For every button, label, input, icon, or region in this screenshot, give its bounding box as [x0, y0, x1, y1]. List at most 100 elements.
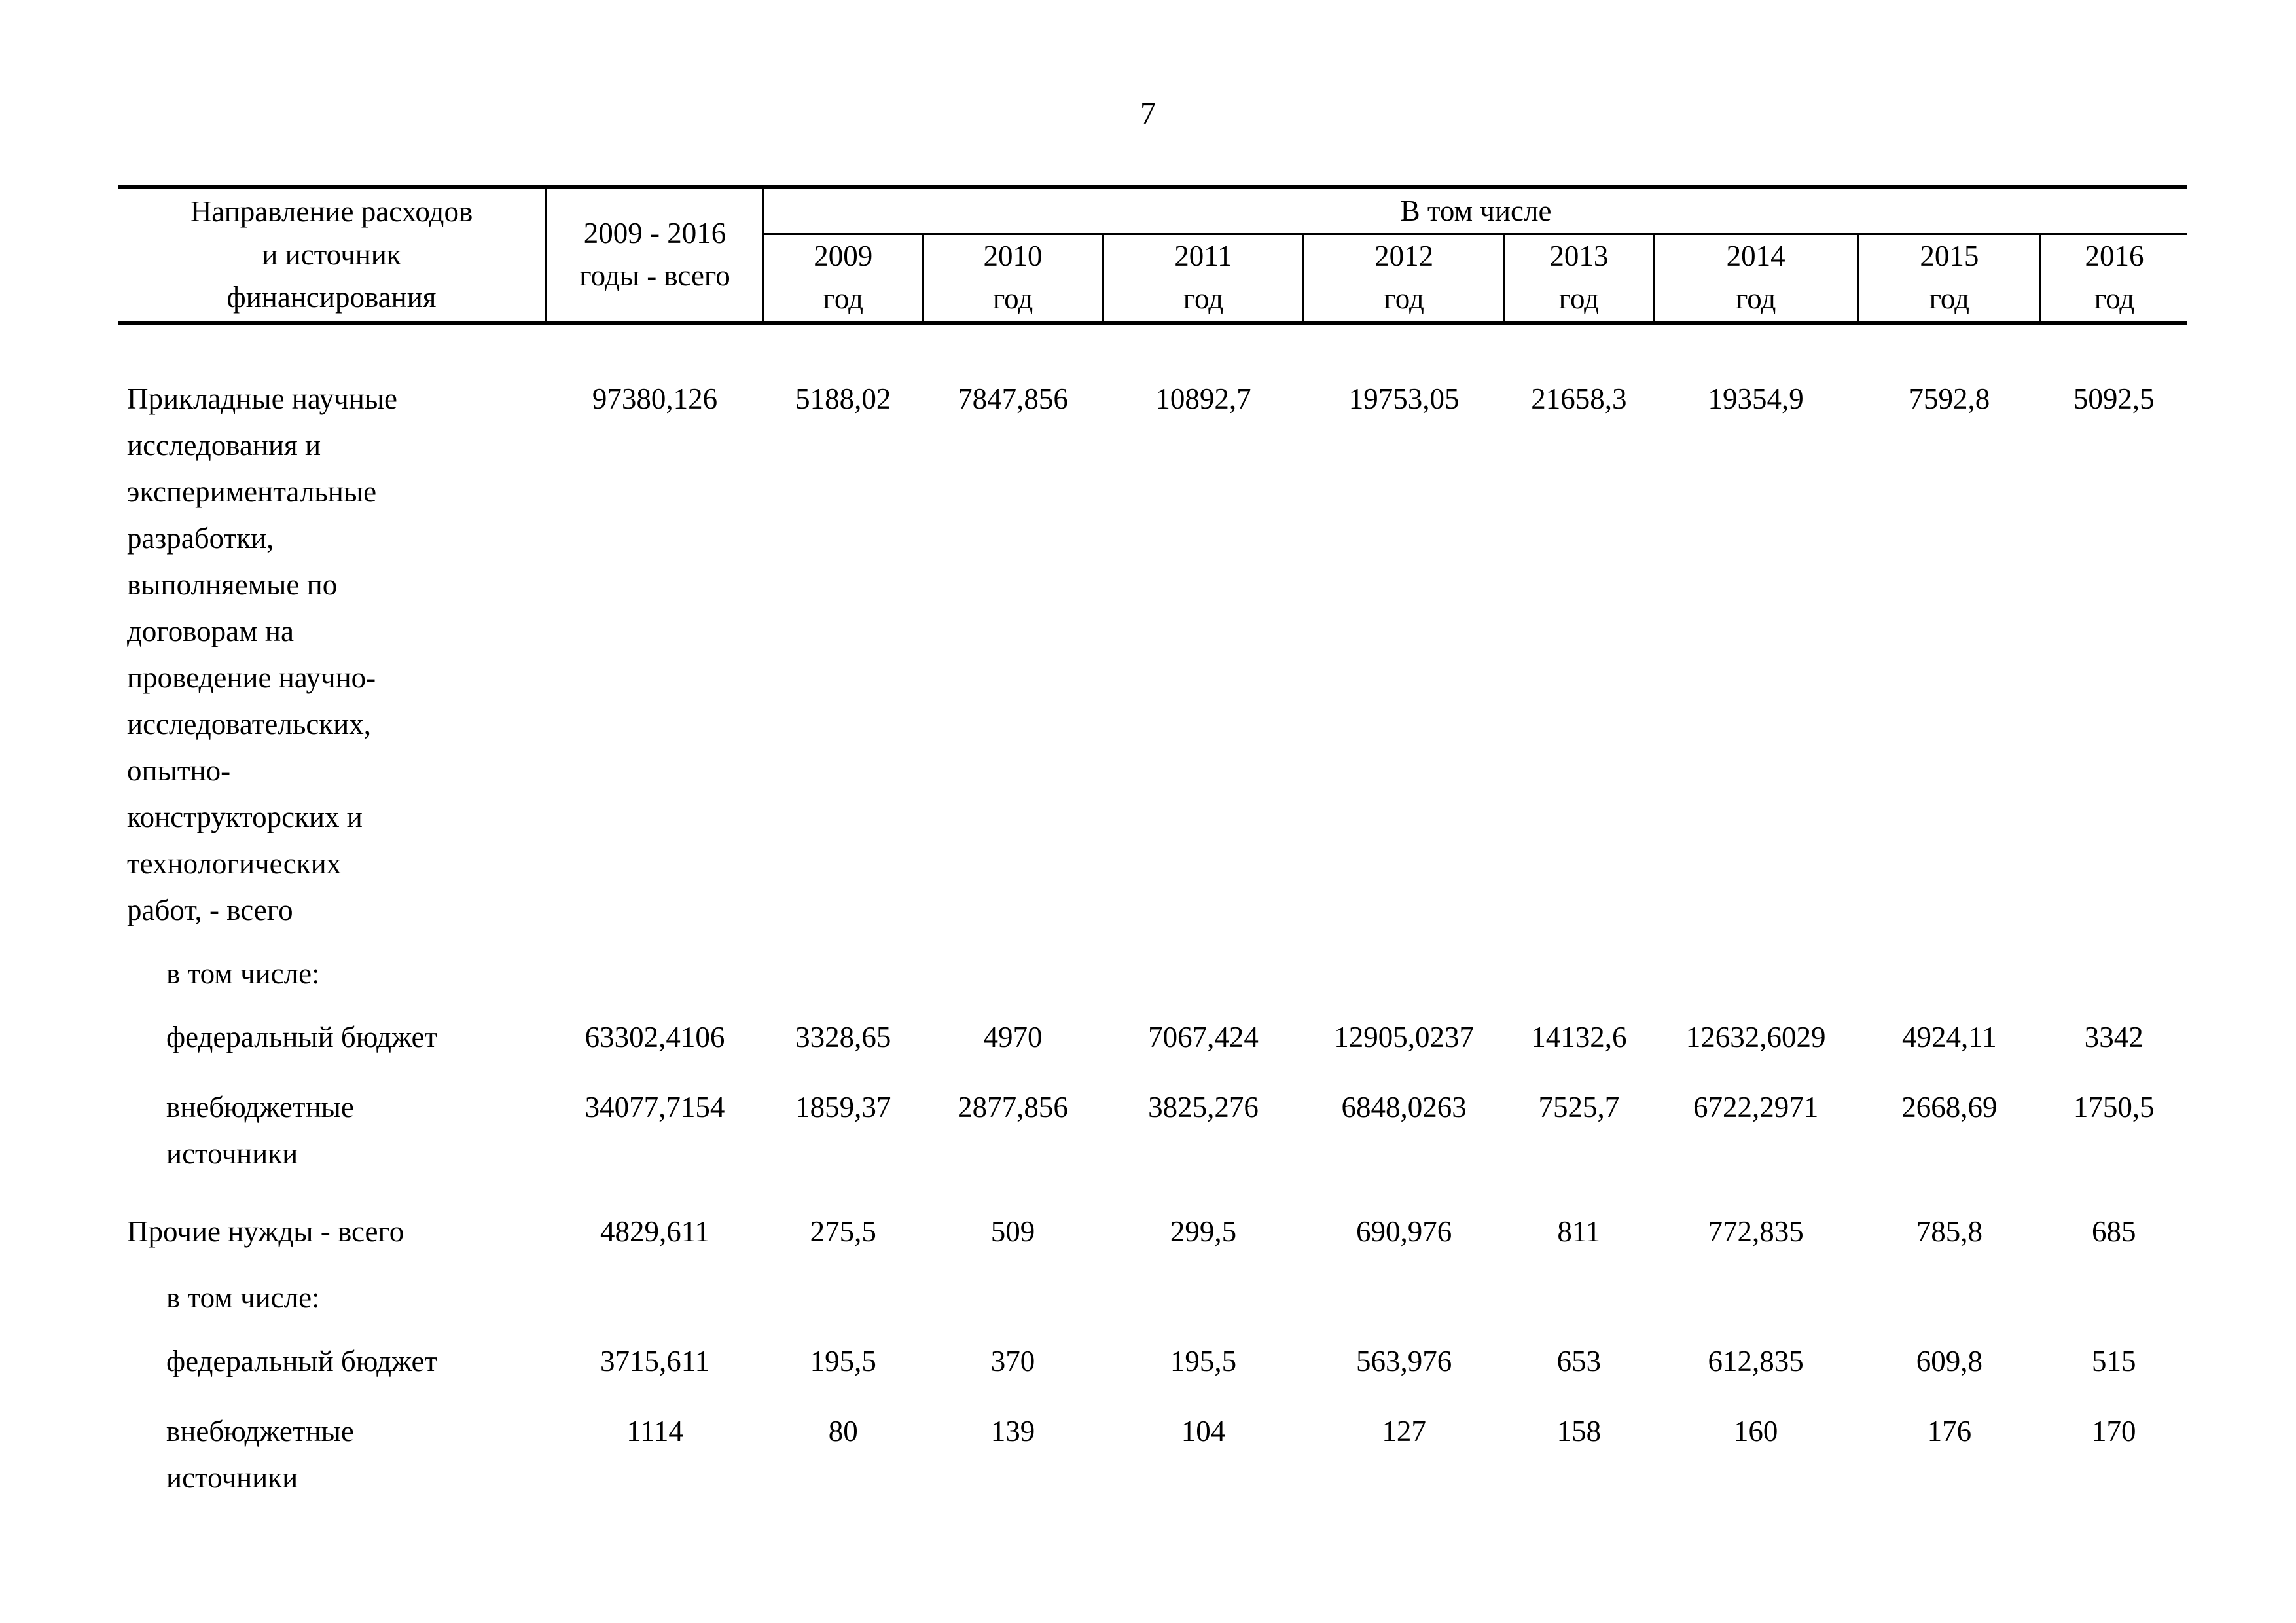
value-cell: 690,976 [1356, 1214, 1452, 1248]
header-cell-year-2014: 2014 год [1653, 234, 1859, 325]
row-label: внебюджетные источники [166, 1090, 354, 1170]
value-cell: 509 [990, 1214, 1035, 1248]
value-cell: 80 [828, 1414, 858, 1448]
header-cell-total-2009-2016: 2009 - 2016 годы - всего [546, 185, 765, 325]
header-cell-group-including: В том числе [763, 185, 2187, 235]
row-label: федеральный бюджет [166, 1020, 438, 1053]
value-cell: 299,5 [1170, 1214, 1237, 1248]
year-label: 2009 [814, 240, 873, 272]
header-cell-year-2009: 2009 год [763, 234, 924, 325]
value-cell: 653 [1556, 1344, 1602, 1377]
value-cell: 5092,5 [2073, 382, 2155, 415]
value-cell: 6848,0263 [1341, 1090, 1467, 1123]
table-row-other-needs: Прочие нужды - всего 4829,611 275,5 509 … [118, 1177, 2187, 1255]
value-cell: 3825,276 [1148, 1090, 1259, 1123]
value-cell: 563,976 [1356, 1344, 1452, 1377]
table-row-extrabudgetary-2: внебюджетные источники 1114 80 139 104 1… [118, 1385, 2187, 1501]
value-cell: 21658,3 [1531, 382, 1627, 415]
value-cell: 7067,424 [1148, 1020, 1259, 1053]
value-cell: 127 [1382, 1414, 1426, 1448]
row-label: внебюджетные источники [166, 1414, 354, 1494]
value-cell: 195,5 [1170, 1344, 1237, 1377]
value-cell: 1114 [626, 1414, 683, 1448]
year-label: 2014 [1726, 240, 1785, 272]
value-cell: 97380,126 [592, 382, 718, 415]
year-label: 2013 [1549, 240, 1609, 272]
value-cell: 685 [2091, 1214, 2136, 1248]
row-label: федеральный бюджет [166, 1344, 438, 1377]
header-cell-year-2013: 2013 год [1504, 234, 1655, 325]
value-cell: 4970 [983, 1020, 1043, 1053]
year-label: 2011 [1174, 240, 1232, 272]
value-cell: 609,8 [1916, 1344, 1982, 1377]
table-body: Прикладные научные исследования и экспер… [118, 323, 2187, 1501]
table-wrapper: Направление расходов и источник финансир… [118, 185, 2187, 1501]
year-word: год [1183, 282, 1224, 316]
row-label: в том числе: [166, 957, 320, 990]
table-row-extrabudgetary-1: внебюджетные источники 34077,7154 1859,3… [118, 1061, 2187, 1177]
value-cell: 158 [1556, 1414, 1602, 1448]
value-cell: 34077,7154 [584, 1090, 725, 1123]
value-cell: 811 [1557, 1214, 1601, 1248]
value-cell: 2877,856 [958, 1090, 1068, 1123]
value-cell: 195,5 [810, 1344, 876, 1377]
value-cell: 176 [1927, 1414, 1972, 1448]
value-cell: 785,8 [1916, 1214, 1982, 1248]
value-cell: 772,835 [1708, 1214, 1804, 1248]
value-cell: 19354,9 [1708, 382, 1804, 415]
header-cell-direction: Направление расходов и источник финансир… [118, 185, 548, 325]
value-cell: 3342 [2084, 1020, 2144, 1053]
header-cell-year-2011: 2011 год [1103, 234, 1305, 325]
header-cell-year-2016: 2016 год [2040, 234, 2187, 325]
table-row-applied-research: Прикладные научные исследования и экспер… [118, 323, 2187, 934]
year-label: 2012 [1374, 240, 1434, 272]
year-word: год [2094, 282, 2135, 316]
page-number: 7 [1140, 96, 1156, 131]
value-cell: 10892,7 [1155, 382, 1251, 415]
value-cell: 19753,05 [1348, 382, 1460, 415]
value-cell: 160 [1733, 1414, 1778, 1448]
row-label: Прочие нужды - всего [127, 1214, 404, 1248]
header-cell-year-2012: 2012 год [1303, 234, 1505, 325]
value-cell: 6722,2971 [1693, 1090, 1819, 1123]
year-word: год [992, 282, 1033, 316]
value-cell: 4924,11 [1902, 1020, 1997, 1053]
year-word: год [823, 282, 863, 316]
year-word: год [1929, 282, 1970, 316]
value-cell: 5188,02 [795, 382, 891, 415]
year-word: год [1384, 282, 1424, 316]
value-cell: 1859,37 [795, 1090, 891, 1123]
financing-table: Направление расходов и источник финансир… [118, 185, 2187, 1501]
value-cell: 2668,69 [1901, 1090, 1998, 1123]
table-row-federal-budget-2: федеральный бюджет 3715,611 195,5 370 19… [118, 1321, 2187, 1385]
value-cell: 170 [2091, 1414, 2136, 1448]
year-word: год [1735, 282, 1776, 316]
value-cell: 12632,6029 [1685, 1020, 1826, 1053]
value-cell: 612,835 [1708, 1344, 1804, 1377]
table-row-including-1: в том числе: [118, 934, 2187, 997]
value-cell: 139 [990, 1414, 1035, 1448]
value-cell: 7847,856 [958, 382, 1068, 415]
year-label: 2015 [1920, 240, 1979, 272]
value-cell: 3715,611 [600, 1344, 710, 1377]
table-header: Направление расходов и источник финансир… [118, 185, 2187, 325]
header-cell-year-2010: 2010 год [923, 234, 1104, 325]
header-row-top: Направление расходов и источник финансир… [118, 185, 2187, 325]
value-cell: 7592,8 [1909, 382, 1990, 415]
table-row-including-2: в том числе: [118, 1255, 2187, 1321]
header-row-years: 2009 год 2010 год 2011 год 2012 год 2013 год … [118, 234, 2187, 325]
value-cell: 7525,7 [1538, 1090, 1620, 1123]
value-cell: 3328,65 [795, 1020, 891, 1053]
year-label: 2010 [983, 240, 1043, 272]
value-cell: 370 [990, 1344, 1035, 1377]
value-cell: 1750,5 [2073, 1090, 2155, 1123]
value-cell: 12905,0237 [1334, 1020, 1475, 1053]
value-cell: 63302,4106 [584, 1020, 725, 1053]
value-cell: 14132,6 [1531, 1020, 1627, 1053]
value-cell: 104 [1181, 1414, 1226, 1448]
year-word: год [1558, 282, 1600, 316]
row-label: в том числе: [166, 1281, 320, 1314]
year-label: 2016 [2085, 240, 2144, 272]
header-cell-year-2015: 2015 год [1858, 234, 2041, 325]
